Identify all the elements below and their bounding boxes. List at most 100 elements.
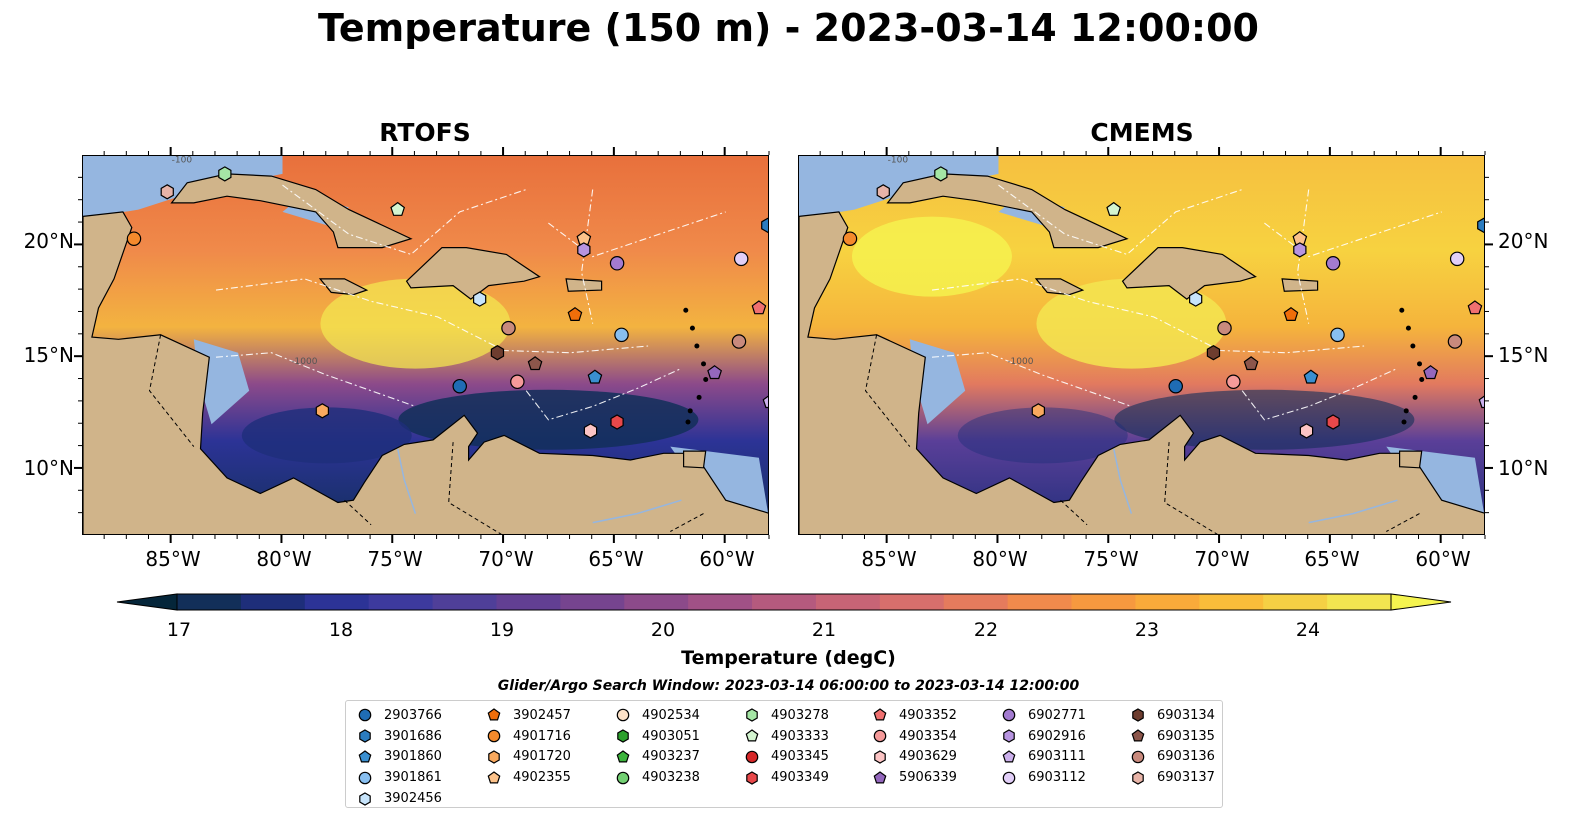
legend-label: 5906339 <box>899 770 957 786</box>
observation-marker-4903629 <box>1299 423 1314 439</box>
lesser-antilles-island <box>685 419 691 425</box>
legend-label: 6903111 <box>1028 749 1086 765</box>
colorbar-band <box>688 594 753 610</box>
legend-marker-3901686 <box>359 729 371 743</box>
legend-label: 4903333 <box>771 728 829 744</box>
lesser-antilles-island <box>1419 377 1425 383</box>
colorbar-band <box>1007 594 1073 610</box>
hexagon-marker-icon <box>617 729 629 743</box>
legend-label: 4902534 <box>642 707 700 723</box>
observation-marker-4901720 <box>1031 403 1045 419</box>
observation-marker-4903629 <box>583 423 598 439</box>
maritime-boundary <box>215 278 649 354</box>
legend-marker-6903112 <box>1002 771 1016 785</box>
hexagon-marker-icon <box>359 791 371 806</box>
pentagon-marker-icon <box>1002 750 1016 763</box>
legend-marker-6903137 <box>1132 771 1144 785</box>
observation-marker-6903134 <box>490 345 505 361</box>
observation-marker-3901860 <box>587 369 603 384</box>
maritime-boundary <box>215 352 416 407</box>
lon-label-85w-left: 85°W <box>145 547 201 571</box>
colorbar-tick-18: 18 <box>328 619 354 641</box>
legend-label: 4901720 <box>513 749 571 765</box>
legend-marker-4903349 <box>746 771 758 785</box>
observation-marker-4903352 <box>751 300 767 315</box>
legend-item: 6903112 <box>998 767 1086 788</box>
legend-column: 6903134 6903135 6903136 6903137 <box>1127 705 1215 788</box>
observation-marker-4903278 <box>934 166 948 182</box>
legend-item: 5906339 <box>869 767 957 788</box>
colorbar-band <box>879 594 945 610</box>
legend-label: 4901716 <box>513 728 571 744</box>
warm-anomaly-west <box>851 216 1012 297</box>
country-border <box>670 513 704 532</box>
legend-marker-4901716 <box>487 729 501 743</box>
hexagon-marker-icon <box>488 750 500 764</box>
legend-marker-4903237 <box>616 750 630 763</box>
maritime-boundary <box>548 211 726 258</box>
circle-marker-icon <box>873 729 887 743</box>
legend-marker-6903135 <box>1131 729 1145 742</box>
figure-title: Temperature (150 m) - 2023-03-14 12:00:0… <box>317 6 1259 50</box>
contour-label: -1000 <box>1007 357 1033 367</box>
legend-item: 4903352 <box>869 705 957 726</box>
legend-marker-6902771 <box>1002 709 1016 722</box>
pentagon-marker-icon <box>616 750 630 763</box>
legend-label: 4903345 <box>771 749 829 765</box>
legend-column: 6902771 6902916 6903111 6903112 <box>998 705 1086 788</box>
legend-item: 4902355 <box>483 767 571 788</box>
observation-marker-6903134 <box>1206 345 1221 361</box>
country-border <box>344 499 372 526</box>
land-cuba <box>170 173 413 249</box>
maritime-boundary <box>998 184 1243 256</box>
legend-item: 4903345 <box>741 747 829 768</box>
legend-marker-4903051 <box>617 729 629 743</box>
colorbar-band <box>1199 594 1264 610</box>
lesser-antilles-island <box>687 408 693 414</box>
warm-anomaly <box>320 278 511 369</box>
legend-item: 6903135 <box>1127 726 1215 747</box>
lesser-antilles-island <box>1399 307 1405 313</box>
circle-marker-icon <box>358 709 372 722</box>
legend-column: 3902457 4901716 4901720 4902355 <box>483 705 571 788</box>
legend-marker-4903333 <box>745 729 759 742</box>
colorbar-band <box>304 594 370 610</box>
observation-marker-4903333 <box>390 201 406 216</box>
observation-marker-4903349 <box>610 414 624 430</box>
lesser-antilles-island <box>1403 408 1409 414</box>
legend-label: 6903134 <box>1157 707 1215 723</box>
colorbar-band <box>432 594 498 610</box>
colorbar-band <box>368 594 434 610</box>
legend-item: 4903237 <box>612 747 700 768</box>
maritime-boundary <box>931 278 1365 354</box>
lesser-antilles-island <box>1412 394 1418 400</box>
legend-item: 3902457 <box>483 705 571 726</box>
contour-label: -100 <box>172 156 193 166</box>
circle-marker-icon <box>616 771 630 785</box>
legend-item: 4903238 <box>612 767 700 788</box>
river <box>396 448 417 514</box>
maritime-boundary <box>1241 367 1398 421</box>
observation-marker-6903111 <box>1478 395 1484 409</box>
land-hispaniola <box>405 246 541 300</box>
pentagon-marker-icon <box>873 771 887 784</box>
legend-label: 4903349 <box>771 770 829 786</box>
lesser-antilles-island <box>694 343 700 349</box>
warm-anomaly <box>1036 278 1227 369</box>
hexagon-marker-icon <box>1132 771 1144 785</box>
observation-marker-6903112 <box>1449 251 1465 267</box>
land-trinidad <box>1398 450 1423 469</box>
legend-label: 3902456 <box>384 791 442 807</box>
cold-band-west <box>957 407 1128 464</box>
colorbar-band <box>177 594 242 610</box>
observation-marker-4901716 <box>842 231 858 246</box>
pentagon-marker-icon <box>1131 729 1145 742</box>
legend-marker-5906339 <box>873 771 887 784</box>
lon-label-70w-left: 70°W <box>478 547 534 571</box>
shelf-gulf <box>83 156 283 219</box>
circle-marker-icon <box>1131 750 1145 764</box>
observation-marker-3901860 <box>1303 369 1319 384</box>
lesser-antilles-island <box>1401 419 1407 425</box>
legend-label: 4903238 <box>642 770 700 786</box>
circle-marker-icon <box>358 771 372 785</box>
